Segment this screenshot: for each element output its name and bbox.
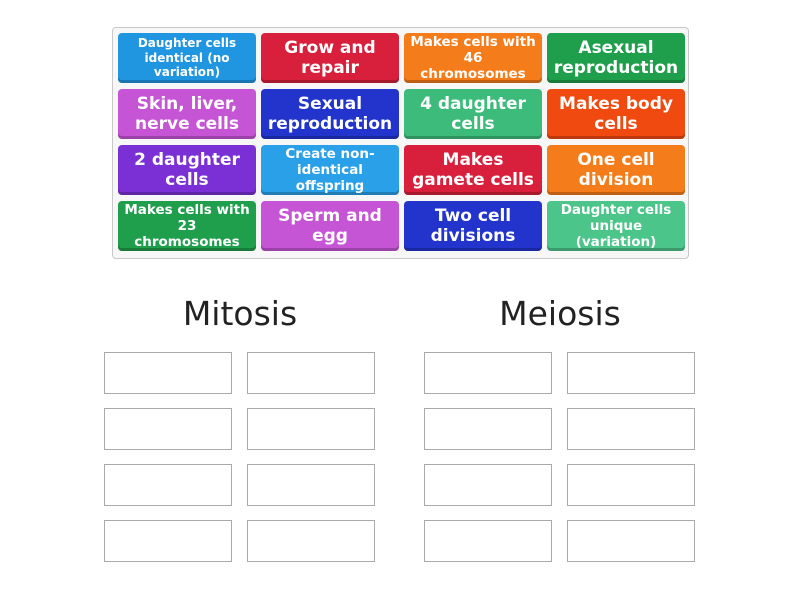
tile[interactable]: One cell division (547, 145, 685, 195)
drop-zone[interactable] (567, 464, 695, 506)
drop-zone[interactable] (424, 520, 552, 562)
tile[interactable]: 2 daughter cells (118, 145, 256, 195)
drop-zone[interactable] (104, 408, 232, 450)
tile[interactable]: Makes gamete cells (404, 145, 542, 195)
drop-zone[interactable] (567, 520, 695, 562)
tile[interactable]: Create non-identical offspring (261, 145, 399, 195)
drop-zone[interactable] (424, 352, 552, 394)
tile[interactable]: Daughter cells identical (no variation) (118, 33, 256, 83)
drop-zone[interactable] (247, 408, 375, 450)
tile[interactable]: Sexual reproduction (261, 89, 399, 139)
tile[interactable]: Two cell divisions (404, 201, 542, 251)
drop-zone[interactable] (424, 408, 552, 450)
tile[interactable]: 4 daughter cells (404, 89, 542, 139)
drop-zone[interactable] (247, 520, 375, 562)
drop-zone[interactable] (104, 520, 232, 562)
tile[interactable]: Makes cells with 46 chromosomes (404, 33, 542, 83)
drop-zone[interactable] (567, 352, 695, 394)
drop-zone[interactable] (247, 352, 375, 394)
tile[interactable]: Asexual reproduction (547, 33, 685, 83)
drop-zone[interactable] (104, 352, 232, 394)
tile[interactable]: Grow and repair (261, 33, 399, 83)
drop-zone[interactable] (104, 464, 232, 506)
drop-zone[interactable] (567, 408, 695, 450)
tile[interactable]: Makes body cells (547, 89, 685, 139)
drop-zone[interactable] (247, 464, 375, 506)
group-title: Mitosis (182, 294, 298, 333)
tile[interactable]: Skin, liver, nerve cells (118, 89, 256, 139)
tile[interactable]: Makes cells with 23 chromosomes (118, 201, 256, 251)
tile[interactable]: Sperm and egg (261, 201, 399, 251)
group-title: Meiosis (499, 294, 621, 333)
drop-zone[interactable] (424, 464, 552, 506)
tile[interactable]: Daughter cells unique (variation) (547, 201, 685, 251)
